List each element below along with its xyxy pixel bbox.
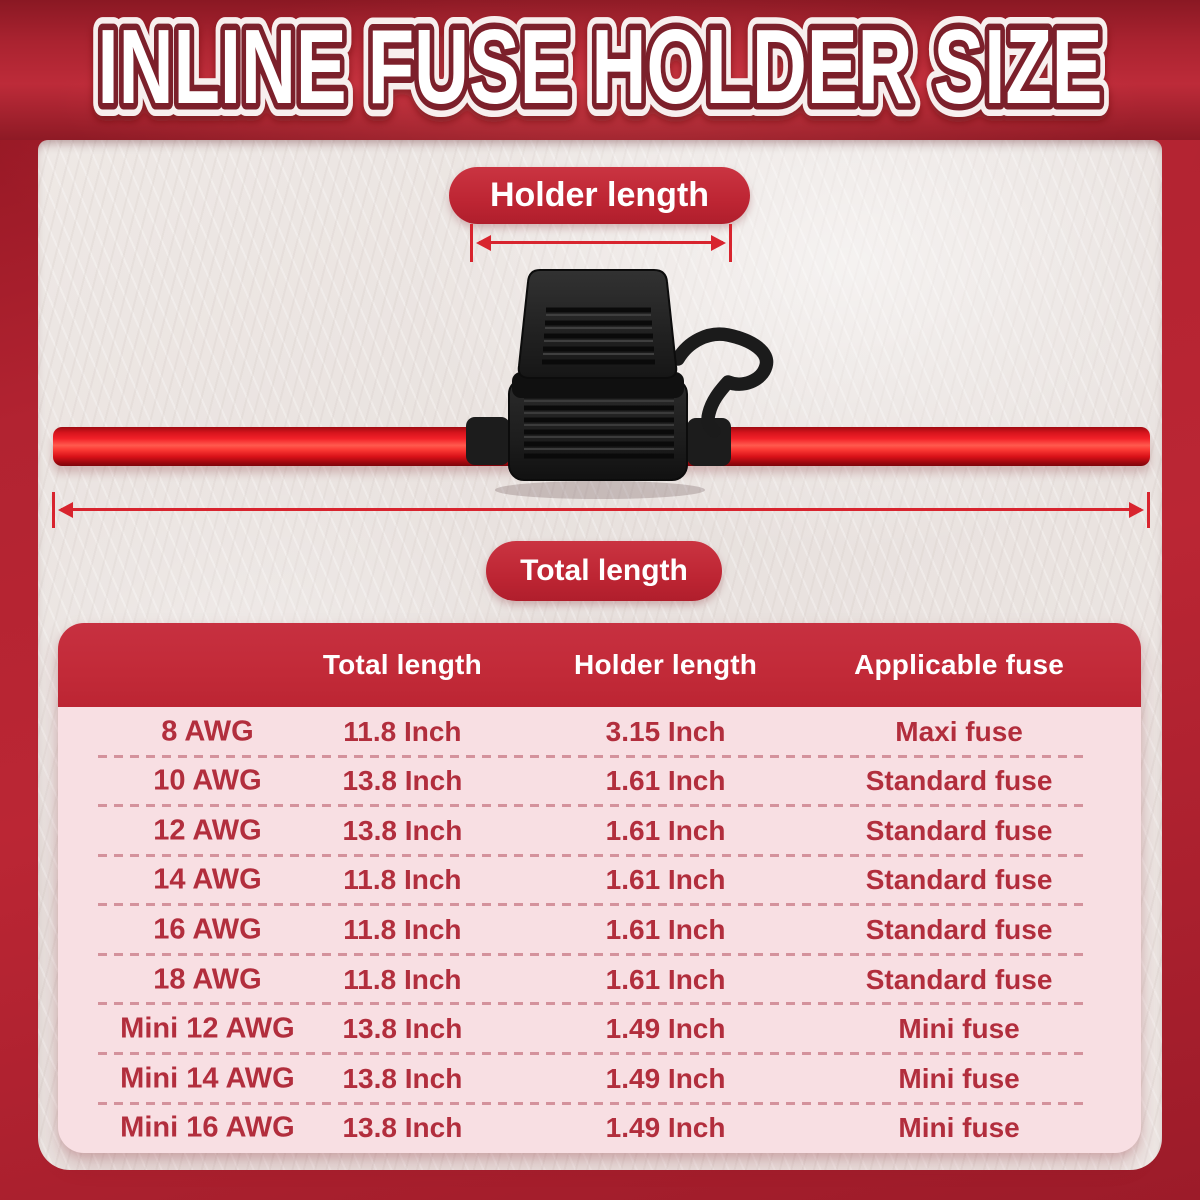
total-length-cell: 11.8 Inch xyxy=(343,864,462,896)
holder-length-label: Holder length xyxy=(489,176,710,214)
holder-length-cell: 1.61 Inch xyxy=(605,914,726,946)
total-length-cell: 13.8 Inch xyxy=(342,1013,463,1045)
arrowhead-right-icon xyxy=(711,234,726,251)
left-tick xyxy=(52,492,55,528)
gauge-cell: 18 AWG xyxy=(153,963,262,996)
table-row: 12 AWG 13.8 Inch 1.61 Inch Standard fuse xyxy=(58,804,1141,856)
left-tick xyxy=(470,224,473,262)
right-tick xyxy=(729,224,732,262)
applicable-fuse-cell: Mini fuse xyxy=(898,1112,1020,1144)
total-length-cell: 11.8 Inch xyxy=(343,715,462,747)
banner-title: INLINE FUSE HOLDER SIZE INLINE FUSE HOLD… xyxy=(85,0,1116,139)
table-row: Mini 12 AWG 13.8 Inch 1.49 Inch Mini fus… xyxy=(58,1002,1141,1054)
header-applicable-fuse: Applicable fuse xyxy=(854,649,1065,680)
table-row: 8 AWG 11.8 Inch 3.15 Inch Maxi fuse xyxy=(58,707,1141,757)
total-length-cell: 11.8 Inch xyxy=(343,914,462,946)
title-halo-text: INLINE FUSE HOLDER SIZE xyxy=(98,8,1103,126)
applicable-fuse-cell: Standard fuse xyxy=(865,765,1053,797)
holder-shadow xyxy=(495,481,705,499)
header-holder-length: Holder length xyxy=(574,649,758,680)
applicable-fuse-cell: Maxi fuse xyxy=(895,715,1023,747)
spec-table: Total length Holder length Applicable fu… xyxy=(58,623,1141,1153)
gauge-cell: Mini 14 AWG xyxy=(120,1062,295,1095)
table-row: 18 AWG 11.8 Inch 1.61 Inch Standard fuse xyxy=(58,952,1141,1005)
total-length-label: Total length xyxy=(520,554,688,587)
table-row: 14 AWG 11.8 Inch 1.61 Inch Standard fuse xyxy=(58,853,1141,906)
holder-length-cell: 1.49 Inch xyxy=(605,1013,726,1045)
holder-length-cell: 1.61 Inch xyxy=(605,963,726,995)
gauge-cell: 8 AWG xyxy=(161,715,254,748)
gauge-cell: 16 AWG xyxy=(153,913,262,946)
holder-length-cell: 1.49 Inch xyxy=(605,1112,726,1144)
gauge-cell: Mini 12 AWG xyxy=(120,1012,295,1045)
holder-length-cell: 1.61 Inch xyxy=(605,765,726,797)
applicable-fuse-cell: Standard fuse xyxy=(865,814,1053,846)
holder-length-cell: 1.61 Inch xyxy=(605,864,726,896)
holder-length-arrow xyxy=(470,224,732,262)
applicable-fuse-cell: Standard fuse xyxy=(865,914,1053,946)
holder-cap xyxy=(512,269,684,398)
gauge-cell: 14 AWG xyxy=(153,863,262,896)
title-banner: INLINE FUSE HOLDER SIZE INLINE FUSE HOLD… xyxy=(0,0,1200,140)
arrowhead-left-icon xyxy=(476,234,491,251)
gauge-cell: 12 AWG xyxy=(153,814,262,847)
total-length-cell: 13.8 Inch xyxy=(342,765,463,797)
gauge-cell: 10 AWG xyxy=(153,764,262,797)
table-row: Mini 14 AWG 13.8 Inch 1.49 Inch Mini fus… xyxy=(58,1051,1141,1104)
table-row: 16 AWG 11.8 Inch 1.61 Inch Standard fuse xyxy=(58,903,1141,955)
applicable-fuse-cell: Standard fuse xyxy=(865,864,1053,896)
arrow-line xyxy=(479,241,723,244)
fuse-holder-illustration xyxy=(466,269,774,499)
arrowhead-right-icon xyxy=(1129,501,1144,518)
spec-table-body: 8 AWG 11.8 Inch 3.15 Inch Maxi fuse 10 A… xyxy=(58,707,1141,1153)
title-outline-text: INLINE FUSE HOLDER SIZE xyxy=(98,8,1103,126)
content-panel: Holder length xyxy=(38,140,1162,1170)
table-row: 10 AWG 13.8 Inch 1.61 Inch Standard fuse xyxy=(58,754,1141,807)
total-length-arrow xyxy=(52,492,1150,528)
holder-length-cell: 3.15 Inch xyxy=(605,715,726,747)
holder-latch xyxy=(671,327,774,438)
holder-length-pill: Holder length xyxy=(449,167,750,224)
title-fill-text: INLINE FUSE HOLDER SIZE xyxy=(98,8,1103,126)
holder-length-cell: 1.61 Inch xyxy=(605,814,726,846)
total-length-cell: 11.8 Inch xyxy=(343,963,462,995)
header-total-length: Total length xyxy=(322,649,482,680)
holder-length-cell: 1.49 Inch xyxy=(605,1062,726,1094)
right-tick xyxy=(1147,492,1150,528)
table-row: Mini 16 AWG 13.8 Inch 1.49 Inch Mini fus… xyxy=(58,1101,1141,1154)
applicable-fuse-cell: Mini fuse xyxy=(898,1013,1020,1045)
arrowhead-left-icon xyxy=(58,501,73,518)
applicable-fuse-cell: Mini fuse xyxy=(898,1062,1020,1094)
total-length-cell: 13.8 Inch xyxy=(342,814,463,846)
spec-table-header: Total length Holder length Applicable fu… xyxy=(58,623,1141,707)
arrow-line xyxy=(61,508,1141,511)
gauge-cell: Mini 16 AWG xyxy=(120,1111,295,1144)
applicable-fuse-cell: Standard fuse xyxy=(865,963,1053,995)
total-length-cell: 13.8 Inch xyxy=(342,1112,463,1144)
total-length-cell: 13.8 Inch xyxy=(342,1062,463,1094)
total-length-pill: Total length xyxy=(486,541,722,601)
